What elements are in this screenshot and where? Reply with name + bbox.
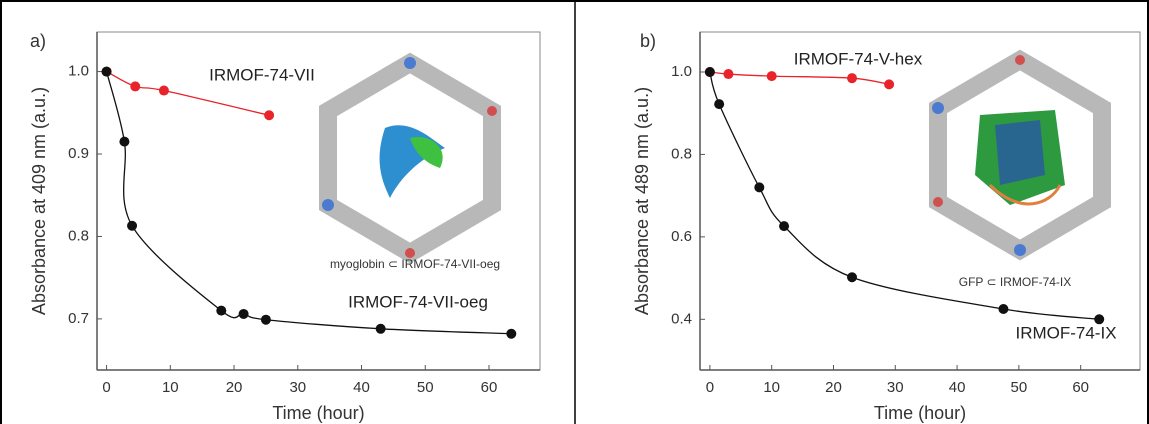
series-label: IRMOF-74-VII-oeg [348,292,488,311]
series-line [710,72,889,84]
data-point [127,221,137,231]
y-axis-label: Absorbance at 409 nm (a.u.) [29,87,49,315]
x-tick-label: 0 [706,379,714,396]
data-point [847,73,857,83]
data-point [216,306,226,316]
data-point [119,137,129,147]
y-tick-label: 0.9 [68,145,89,162]
y-tick-label: 0.4 [671,310,692,327]
inset-protein [995,120,1045,185]
data-point [705,67,715,77]
data-point [767,71,777,81]
page: 0 10 20 30 40 50 60 0.7 0.8 0.9 1.0 Time (hour) Abso… [0,0,1149,424]
data-point [847,272,857,282]
x-tick-label: 20 [226,379,243,396]
inset-caption: GFP ⊂ IRMOF-74-IX [959,275,1072,289]
series-label: IRMOF-74-V-hex [794,49,923,68]
y-tick-label: 0.7 [68,310,89,327]
data-point [714,99,724,109]
data-point [159,86,169,96]
y-tick-label: 1.0 [671,63,692,80]
y-tick-label: 0.6 [671,228,692,245]
figure: 0 10 20 30 40 50 60 0.7 0.8 0.9 1.0 Time (hour) Abso… [0,0,1149,424]
panel-label: a) [30,31,46,51]
x-axis-label: Time (hour) [874,403,966,423]
inset-atom [487,106,497,116]
inset-structure-b [932,55,1102,256]
x-tick-label: 10 [763,379,780,396]
inset-structure-a [322,57,497,258]
data-point [261,315,271,325]
x-tick-label: 50 [417,379,434,396]
panel-label: b) [640,31,656,51]
x-tick-label: 0 [102,379,110,396]
data-point [779,221,789,231]
inset-atom [1015,55,1025,65]
data-point [239,309,249,319]
data-point [130,81,140,91]
x-tick-label: 30 [289,379,306,396]
data-point [102,67,112,77]
inset-atom [1014,244,1026,256]
data-point [506,329,516,339]
x-tick-label: 60 [481,379,498,396]
inset-caption: myoglobin ⊂ IRMOF-74-VII-oeg [330,257,500,271]
inset-atom [322,199,334,211]
x-tick-label: 30 [887,379,904,396]
data-point [264,110,274,120]
x-tick-label: 40 [353,379,370,396]
plot-frame [97,32,540,370]
y-tick-label: 0.8 [68,227,89,244]
y-axis-label: Absorbance at 489 nm (a.u.) [632,87,652,315]
data-point [998,304,1008,314]
x-tick-label: 50 [1011,379,1028,396]
inset-atom [932,102,944,114]
series-label: IRMOF-74-VII [209,65,315,84]
data-point [754,182,764,192]
data-point [376,324,386,334]
y-tick-label: 1.0 [68,63,89,80]
x-tick-label: 20 [825,379,842,396]
series-label: IRMOF-74-IX [1015,323,1116,342]
x-tick-label: 60 [1072,379,1089,396]
x-tick-label: 10 [162,379,179,396]
y-tick-label: 0.8 [671,145,692,162]
x-axis-label: Time (hour) [272,403,364,423]
data-point [723,69,733,79]
data-point [884,79,894,89]
x-tick-label: 40 [949,379,966,396]
inset-atom [933,197,943,207]
inset-atom [404,57,416,69]
